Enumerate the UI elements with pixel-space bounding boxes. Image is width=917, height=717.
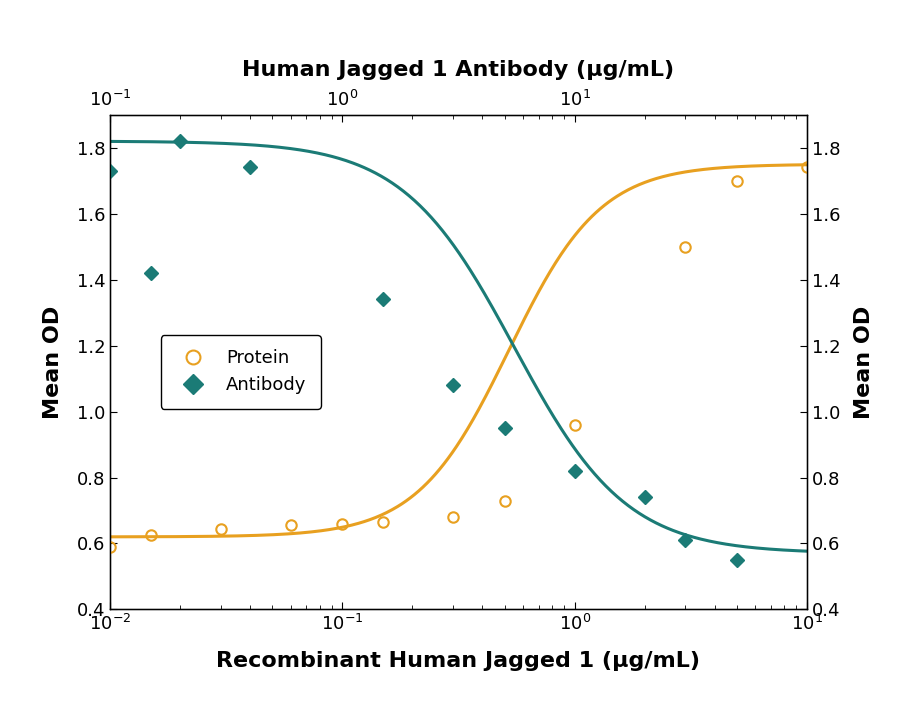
X-axis label: Recombinant Human Jagged 1 (μg/mL): Recombinant Human Jagged 1 (μg/mL) bbox=[216, 651, 701, 671]
X-axis label: Human Jagged 1 Antibody (μg/mL): Human Jagged 1 Antibody (μg/mL) bbox=[242, 60, 675, 80]
Y-axis label: Mean OD: Mean OD bbox=[43, 305, 62, 419]
Legend: Protein, Antibody: Protein, Antibody bbox=[160, 335, 321, 409]
Y-axis label: Mean OD: Mean OD bbox=[855, 305, 874, 419]
